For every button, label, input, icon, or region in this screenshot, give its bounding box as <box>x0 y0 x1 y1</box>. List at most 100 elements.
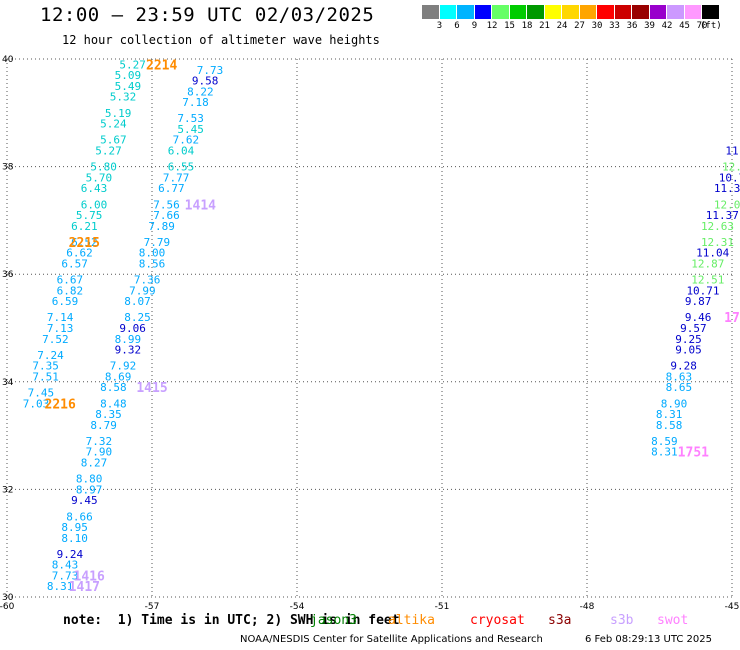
swh-value-label: 12.63 <box>701 220 734 233</box>
swh-value-label: 11 <box>725 144 738 157</box>
time-label: 1415 <box>136 381 167 396</box>
color-scale-label: 27 <box>574 21 585 31</box>
swh-value-label: 8.95 <box>61 521 88 534</box>
time-label: 17 <box>724 311 740 326</box>
satellite-label-s3b: s3b <box>610 613 634 628</box>
swh-value-label: 9.87 <box>685 295 712 308</box>
swh-value-label: 7.03 <box>23 397 50 410</box>
swh-value-label: 7.14 <box>47 311 74 324</box>
swh-value-label: 7.56 <box>153 198 180 211</box>
swh-value-label: 8.97 <box>76 483 103 496</box>
satellite-label-altika: altika <box>388 613 435 628</box>
color-scale-label: 42 <box>661 21 673 31</box>
swh-value-label: 8.63 <box>666 370 693 383</box>
time-label: 1416 <box>74 569 105 584</box>
swh-value-label: 7.73 <box>197 64 224 77</box>
credit-text: NOAA/NESDIS Center for Satellite Applica… <box>240 634 543 645</box>
swh-value-label: 6.77 <box>158 182 185 195</box>
x-tick-label: -54 <box>290 602 305 612</box>
swh-value-label: 6.62 <box>66 247 93 260</box>
color-scale-label: 9 <box>471 21 478 31</box>
swh-value-label: 7.92 <box>110 360 137 373</box>
swh-value-label: 5.70 <box>86 171 113 184</box>
swh-value-label: 9.25 <box>675 333 702 346</box>
color-scale-label: 12 <box>486 21 498 31</box>
swh-value-label: 11.37 <box>706 209 739 222</box>
color-scale-swatch <box>474 5 492 19</box>
x-tick-label: -57 <box>145 602 160 612</box>
swh-value-label: 10.7 <box>719 171 740 184</box>
color-scale-label: 39 <box>644 21 655 31</box>
swh-value-label: 8.80 <box>76 473 103 486</box>
swh-value-label: 8.22 <box>187 85 214 98</box>
color-scale-swatch <box>527 5 545 19</box>
swh-value-label: 6.21 <box>71 220 98 233</box>
swh-value-label: 6.04 <box>168 144 195 157</box>
swh-value-label: 7.24 <box>37 349 64 362</box>
swh-value-label: 6.57 <box>61 257 88 270</box>
color-scale-label: 6 <box>454 21 460 31</box>
swh-value-label: 5.27 <box>95 144 122 157</box>
color-scale-label: 24 <box>556 21 568 31</box>
time-label: 2215 <box>69 236 100 251</box>
swh-value-label: 8.25 <box>124 311 151 324</box>
color-scale-swatch <box>614 5 632 19</box>
swh-value-label: 9.57 <box>680 322 707 335</box>
color-scale-swatch <box>597 5 615 19</box>
swh-value-label: 5.67 <box>100 134 127 147</box>
time-label: 1417 <box>69 580 100 595</box>
color-scale-label: 70 <box>696 21 708 31</box>
swh-value-label: 8.31 <box>47 580 74 593</box>
swh-value-label: 9.45 <box>71 494 98 507</box>
color-scale-swatch <box>509 5 527 19</box>
swh-value-label: 5.24 <box>100 118 127 131</box>
color-scale-label: 36 <box>626 21 638 31</box>
swh-value-label: 12.87 <box>691 257 724 270</box>
x-tick-label: -51 <box>435 602 450 612</box>
swh-value-label: 8.79 <box>90 419 117 432</box>
swh-value-label: 5.27 <box>119 58 146 71</box>
color-scale-swatch <box>422 5 440 19</box>
color-scale-label: 18 <box>521 21 533 31</box>
swh-value-label: 8.58 <box>100 381 127 394</box>
swh-value-label: 12.31 <box>701 236 734 249</box>
swh-value-label: 5.80 <box>90 161 117 174</box>
swh-value-label: 11.3 <box>714 182 740 195</box>
swh-value-label: 7.51 <box>32 370 59 383</box>
swh-value-label: 5.75 <box>76 209 103 222</box>
swh-value-label: 12.0 <box>714 198 740 211</box>
satellite-label-swot: swot <box>657 613 689 628</box>
color-scale-label: 15 <box>504 21 515 31</box>
color-scale-swatch <box>702 5 720 19</box>
y-tick-label: 30 <box>2 593 14 603</box>
satellite-label-cryosat: cryosat <box>470 613 525 628</box>
swh-value-label: 7.99 <box>129 284 156 297</box>
y-tick-label: 36 <box>2 270 14 280</box>
swh-value-label: 8.35 <box>95 408 122 421</box>
swh-value-label: 6.00 <box>81 198 108 211</box>
swh-value-label: 8.00 <box>139 247 166 260</box>
swh-value-label: 8.58 <box>656 419 683 432</box>
swh-value-label: 8.48 <box>100 397 127 410</box>
swh-value-label: 7.18 <box>182 96 209 109</box>
footer-note: note: 1) Time is in UTC; 2) SWH is in fe… <box>63 613 400 628</box>
swh-value-label: 7.62 <box>173 134 200 147</box>
swh-value-label: 7.79 <box>144 236 171 249</box>
swh-value-label: 6.55 <box>168 161 195 174</box>
swh-value-label: 9.28 <box>670 360 697 373</box>
time-label: 1414 <box>185 198 216 213</box>
time-label: 1751 <box>678 446 709 461</box>
color-scale-swatch <box>649 5 667 19</box>
color-scale-swatch <box>632 5 650 19</box>
swh-value-label: 7.45 <box>28 387 55 400</box>
color-scale-label: 33 <box>609 21 620 31</box>
color-scale-swatch <box>439 5 457 19</box>
color-scale-swatch <box>667 5 685 19</box>
swh-value-label: 7.89 <box>148 220 175 233</box>
color-scale-bar <box>422 5 720 19</box>
swh-value-label: 5.32 <box>110 91 137 104</box>
swh-value-label: 8.31 <box>656 408 683 421</box>
swh-value-label: 6.52 <box>71 236 98 249</box>
color-scale-swatch <box>457 5 475 19</box>
swh-value-label: 9.46 <box>685 311 712 324</box>
